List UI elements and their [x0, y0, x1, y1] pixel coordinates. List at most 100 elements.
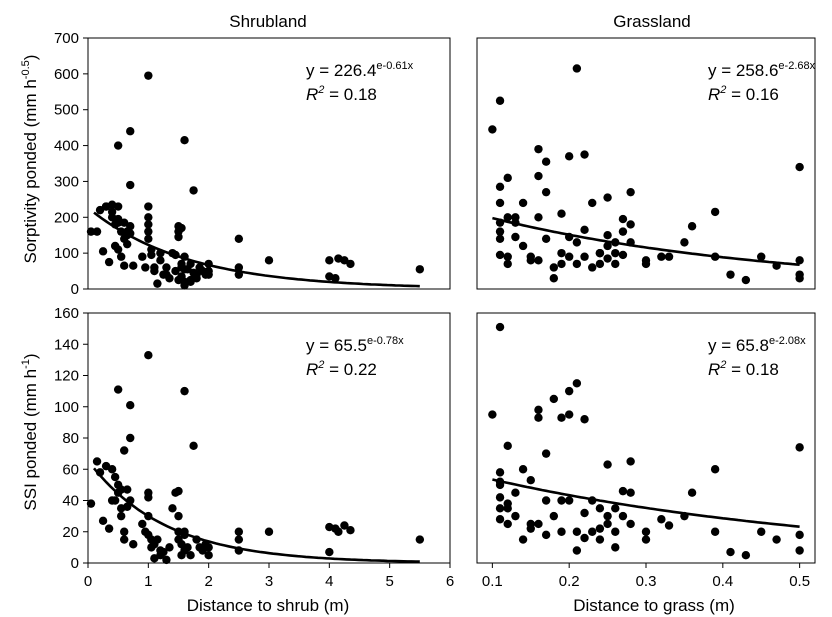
- data-point: [116, 485, 126, 494]
- fit-equation: y = 226.4e-0.61x: [306, 60, 414, 80]
- x-tick-label: 0.2: [559, 573, 580, 590]
- data-point: [595, 259, 605, 269]
- data-point: [174, 232, 183, 242]
- plot-frame: [87, 37, 451, 290]
- data-point: [156, 256, 165, 265]
- data-point: [116, 511, 126, 521]
- data-point: [180, 135, 189, 145]
- x-tick-label: 4: [325, 573, 333, 590]
- data-point: [710, 207, 720, 217]
- data-point: [518, 465, 528, 474]
- data-point: [687, 488, 697, 497]
- data-point: [98, 247, 108, 256]
- data-point: [603, 511, 612, 521]
- data-point: [557, 259, 566, 269]
- panel-title-shrubland: Shrubland: [229, 12, 307, 31]
- data-point: [511, 232, 520, 242]
- data-point: [334, 527, 343, 536]
- data-point: [564, 152, 574, 161]
- data-point: [541, 187, 551, 197]
- data-point: [189, 186, 198, 195]
- data-point: [572, 546, 582, 555]
- r-squared: R2 = 0.18: [306, 84, 377, 104]
- data-point: [549, 511, 559, 521]
- data-point: [331, 274, 340, 283]
- data-point: [325, 547, 334, 557]
- data-point: [165, 543, 174, 552]
- data-point: [116, 252, 126, 261]
- data-point: [110, 241, 120, 251]
- data-point: [126, 222, 135, 231]
- data-point: [580, 508, 589, 518]
- y-axis-label-ssi: SSI ponded (mm h-1): [20, 353, 40, 510]
- data-point: [144, 202, 153, 211]
- x-tick-label: 0.1: [482, 573, 503, 590]
- data-point: [495, 504, 505, 513]
- data-point: [126, 400, 135, 410]
- data-point: [126, 127, 135, 136]
- data-point: [557, 209, 566, 218]
- data-point: [526, 475, 535, 485]
- data-point: [572, 259, 582, 269]
- data-point: [495, 227, 505, 236]
- data-point: [92, 227, 102, 236]
- fit-curve: [492, 216, 800, 266]
- data-point: [153, 279, 162, 288]
- data-point: [726, 547, 735, 557]
- data-point: [795, 162, 804, 172]
- plot-frame: [476, 37, 816, 290]
- data-point: [680, 238, 689, 247]
- x-tick-label: 0: [84, 573, 92, 590]
- y-tick-label: 140: [54, 336, 79, 353]
- data-point: [541, 234, 551, 243]
- data-point: [641, 527, 651, 536]
- data-point: [234, 263, 244, 272]
- data-point: [110, 472, 120, 482]
- y-tick-label: 100: [54, 245, 79, 262]
- data-point: [186, 277, 195, 287]
- data-point: [549, 394, 559, 404]
- panel-shrubland-ssi: 0 20 40 60 80 100 120 140 160 0 1 2 3 4 5 6 y = 65.5e-0.…: [54, 305, 454, 590]
- r-squared: R2 = 0.16: [708, 84, 779, 104]
- data-point: [564, 496, 574, 505]
- data-point: [611, 259, 620, 269]
- data-point: [503, 519, 512, 529]
- data-point: [710, 465, 720, 474]
- data-point: [120, 446, 129, 455]
- fit-curve: [93, 211, 420, 288]
- data-point: [595, 248, 605, 258]
- data-point: [595, 504, 605, 513]
- data-point: [772, 535, 781, 544]
- data-point: [626, 220, 635, 229]
- fit-curve: [93, 467, 420, 563]
- data-point: [526, 256, 535, 265]
- data-point: [86, 499, 96, 508]
- data-point: [564, 252, 574, 261]
- data-point: [95, 205, 105, 215]
- data-point: [557, 248, 566, 258]
- data-point: [657, 515, 666, 524]
- data-point: [123, 485, 132, 494]
- data-point: [541, 157, 551, 166]
- data-point: [495, 493, 505, 502]
- data-point: [557, 527, 566, 536]
- data-point: [120, 535, 129, 544]
- data-point: [180, 281, 189, 290]
- data-point: [518, 535, 528, 544]
- data-point: [495, 515, 505, 524]
- data-point: [603, 519, 612, 529]
- data-point: [549, 263, 559, 272]
- svg-text:Sorptivity ponded (mm h-0.5): Sorptivity ponded (mm h-0.5): [20, 55, 40, 264]
- data-point: [144, 350, 153, 360]
- data-point: [534, 144, 543, 154]
- x-tick-label: 0.5: [789, 573, 810, 590]
- data-point: [518, 241, 528, 251]
- data-point: [580, 252, 589, 261]
- data-point: [518, 198, 528, 208]
- data-point: [534, 213, 543, 222]
- data-point: [174, 275, 183, 285]
- panel-shrubland-sorptivity: 0 100 200 300 400 500 600 700 y = 226.4e-0.61x R2…: [54, 30, 451, 298]
- y-tick-label: 700: [54, 30, 79, 47]
- data-point: [162, 270, 171, 279]
- x-tick-label: 5: [385, 573, 393, 590]
